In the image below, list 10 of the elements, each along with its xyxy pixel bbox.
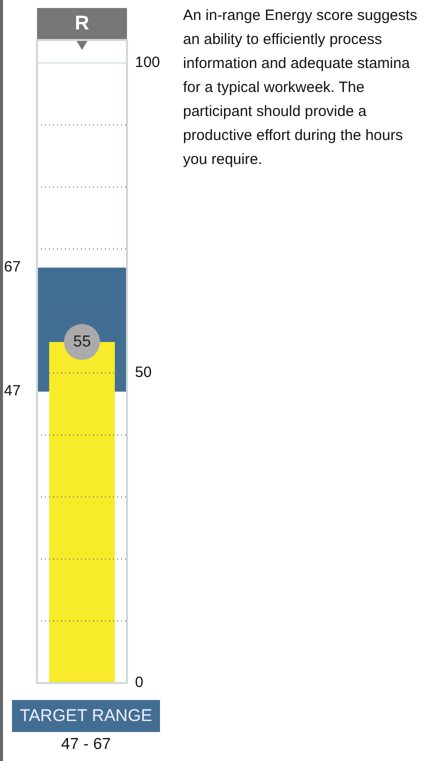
- y-tick-label: 100: [135, 54, 160, 72]
- y-tick-label: 0: [135, 674, 144, 692]
- x-tick-label: R: [74, 12, 90, 35]
- text: TARGET RANGE: [12, 700, 160, 732]
- text: 47 - 67: [60, 736, 112, 754]
- text: 47: [4, 382, 21, 400]
- text: 67: [4, 258, 21, 276]
- data-label: 55: [73, 333, 91, 350]
- text: An in-range Energy score suggests an ability to efficiently process information and adequate stamina for a typical workweek. The participant should provide a productive effort during the hours you require.: [183, 6, 418, 170]
- y-tick-label: 50: [135, 364, 152, 382]
